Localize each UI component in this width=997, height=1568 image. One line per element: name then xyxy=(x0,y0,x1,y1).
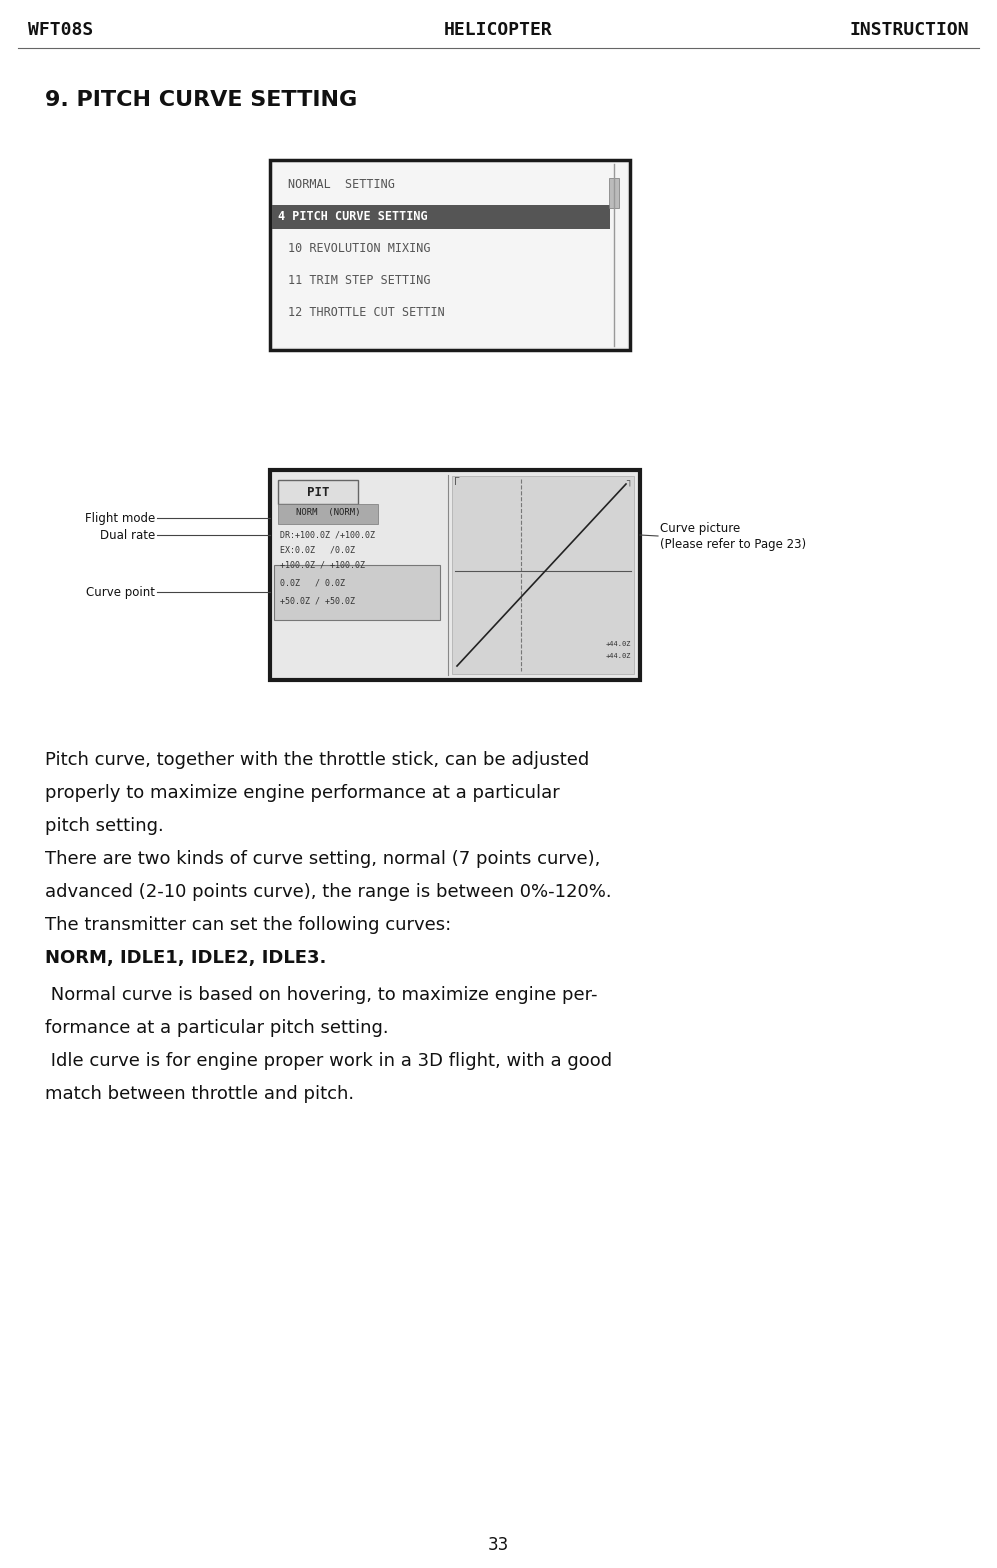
Text: formance at a particular pitch setting.: formance at a particular pitch setting. xyxy=(45,1019,389,1036)
Bar xyxy=(272,205,610,229)
Text: Dual rate: Dual rate xyxy=(100,528,155,541)
Text: +100.0Z / +100.0Z: +100.0Z / +100.0Z xyxy=(280,560,365,569)
Text: Curve picture: Curve picture xyxy=(660,522,740,535)
Bar xyxy=(270,470,640,681)
Bar xyxy=(452,477,634,674)
Text: NORMAL  SETTING: NORMAL SETTING xyxy=(288,177,395,190)
Bar xyxy=(278,503,378,524)
Text: PIT: PIT xyxy=(307,486,329,499)
Text: pitch setting.: pitch setting. xyxy=(45,817,164,836)
Text: The transmitter can set the following curves:: The transmitter can set the following cu… xyxy=(45,916,452,935)
Bar xyxy=(274,564,440,619)
Text: advanced (2-10 points curve), the range is between 0%-120%.: advanced (2-10 points curve), the range … xyxy=(45,883,611,902)
Text: properly to maximize engine performance at a particular: properly to maximize engine performance … xyxy=(45,784,559,801)
Text: NORM  (NORM): NORM (NORM) xyxy=(296,508,360,516)
Text: +44.0Z: +44.0Z xyxy=(605,641,631,648)
Text: WFT08S: WFT08S xyxy=(28,20,94,39)
Text: 0.0Z   / 0.0Z: 0.0Z / 0.0Z xyxy=(280,579,345,588)
Text: Curve point: Curve point xyxy=(86,585,155,599)
Text: Γ: Γ xyxy=(454,477,460,488)
Text: ┐: ┐ xyxy=(626,477,632,488)
Text: EX:0.0Z   /0.0Z: EX:0.0Z /0.0Z xyxy=(280,546,355,555)
Text: (Please refer to Page 23): (Please refer to Page 23) xyxy=(660,538,807,550)
Text: 10 REVOLUTION MIXING: 10 REVOLUTION MIXING xyxy=(288,241,431,254)
Text: Flight mode: Flight mode xyxy=(85,511,155,525)
Text: Normal curve is based on hovering, to maximize engine per-: Normal curve is based on hovering, to ma… xyxy=(45,986,597,1004)
Text: NORM, IDLE1, IDLE2, IDLE3.: NORM, IDLE1, IDLE2, IDLE3. xyxy=(45,949,326,967)
Text: +44.0Z: +44.0Z xyxy=(605,652,631,659)
Text: There are two kinds of curve setting, normal (7 points curve),: There are two kinds of curve setting, no… xyxy=(45,850,600,869)
Text: match between throttle and pitch.: match between throttle and pitch. xyxy=(45,1085,354,1102)
Bar xyxy=(609,179,619,209)
Text: HELICOPTER: HELICOPTER xyxy=(444,20,552,39)
Text: Idle curve is for engine proper work in a 3D flight, with a good: Idle curve is for engine proper work in … xyxy=(45,1052,612,1069)
Text: 33: 33 xyxy=(488,1537,508,1554)
Bar xyxy=(270,160,630,350)
Text: 11 TRIM STEP SETTING: 11 TRIM STEP SETTING xyxy=(288,273,431,287)
Text: 12 THROTTLE CUT SETTIN: 12 THROTTLE CUT SETTIN xyxy=(288,306,445,318)
Bar xyxy=(278,480,358,503)
Text: DR:+100.0Z /+100.0Z: DR:+100.0Z /+100.0Z xyxy=(280,530,375,539)
Text: 9. PITCH CURVE SETTING: 9. PITCH CURVE SETTING xyxy=(45,89,357,110)
Text: INSTRUCTION: INSTRUCTION xyxy=(849,20,969,39)
Bar xyxy=(273,163,627,347)
Text: Pitch curve, together with the throttle stick, can be adjusted: Pitch curve, together with the throttle … xyxy=(45,751,589,768)
Text: +50.0Z / +50.0Z: +50.0Z / +50.0Z xyxy=(280,596,355,605)
Text: 4 PITCH CURVE SETTING: 4 PITCH CURVE SETTING xyxy=(278,210,428,223)
